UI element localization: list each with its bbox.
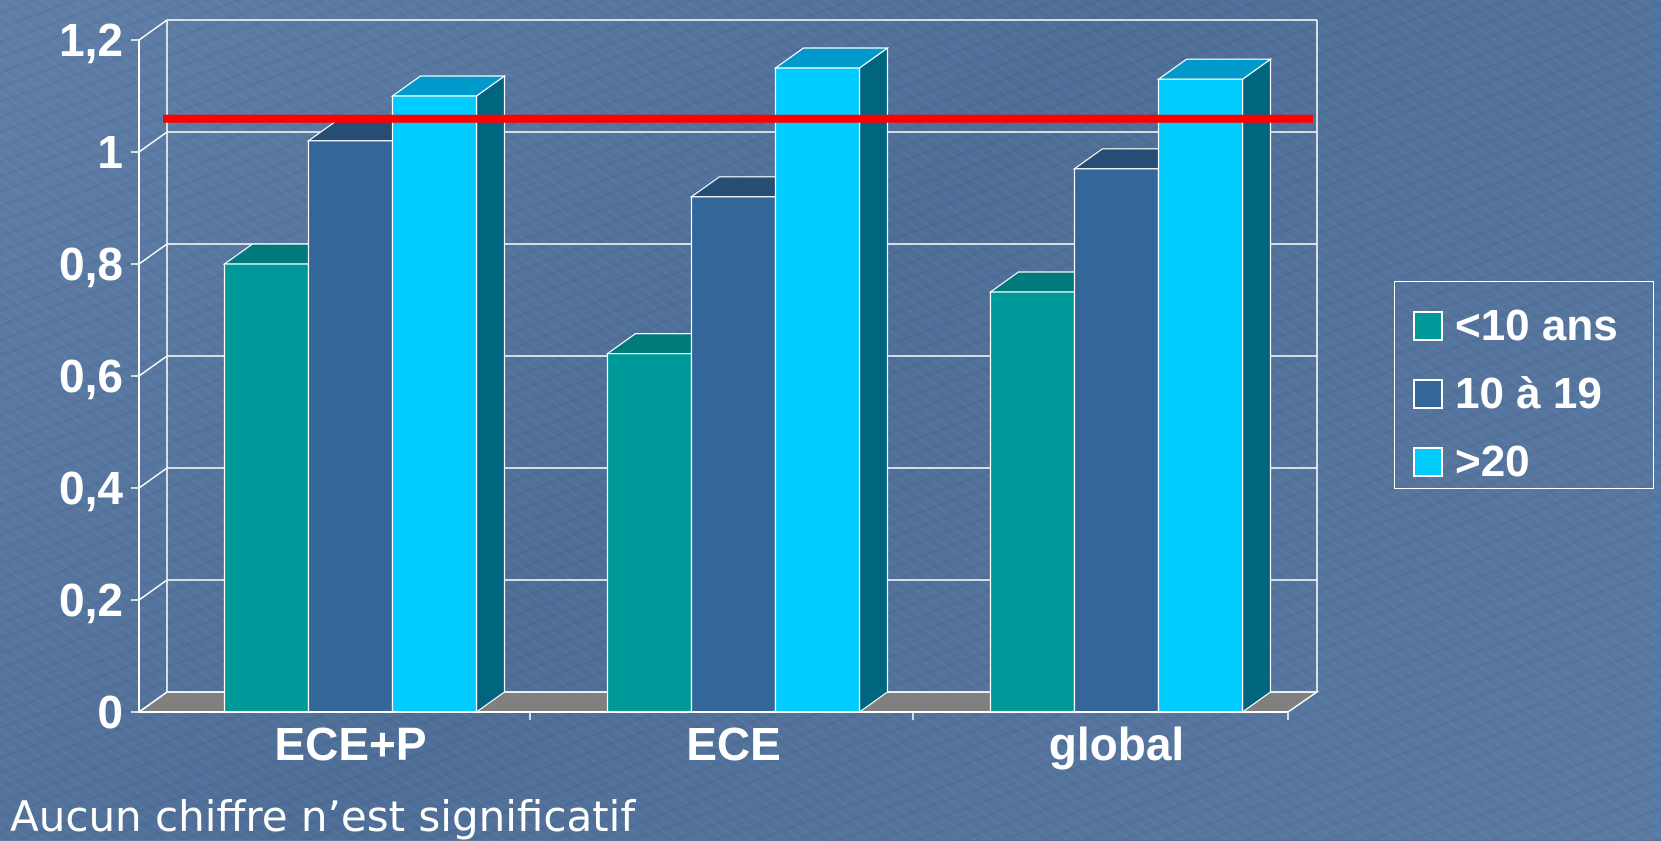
chart-bars xyxy=(222,46,1273,714)
bar-side xyxy=(475,74,506,714)
legend: <10 ans 10 à 19 >20 xyxy=(1394,281,1654,489)
y-axis: 0 0,2 0,4 0,6 0,8 1 1,2 xyxy=(59,14,140,738)
bar xyxy=(223,263,310,713)
y-tick-label: 0,6 xyxy=(59,350,123,402)
bar xyxy=(690,196,777,713)
bar xyxy=(1157,78,1244,713)
legend-label: <10 ans xyxy=(1455,301,1618,350)
bar-side xyxy=(1241,58,1272,714)
legend-swatch xyxy=(1413,311,1443,341)
legend-item: >20 xyxy=(1413,440,1530,484)
x-tick-label: ECE xyxy=(686,718,781,770)
bar-side xyxy=(858,46,889,714)
y-tick-label: 1 xyxy=(97,126,123,178)
bar xyxy=(606,353,693,713)
gridline-side xyxy=(138,19,168,41)
x-tick-label: ECE+P xyxy=(274,718,426,770)
gridline-side xyxy=(138,355,168,377)
legend-label: 10 à 19 xyxy=(1455,369,1602,418)
bar xyxy=(391,95,478,713)
y-tick-label: 0 xyxy=(97,686,123,738)
gridline-side xyxy=(138,243,168,265)
x-tick-label: global xyxy=(1049,718,1184,770)
y-tick-label: 0,2 xyxy=(59,574,123,626)
bar xyxy=(774,67,861,713)
gridline-side xyxy=(138,579,168,601)
legend-item: 10 à 19 xyxy=(1413,372,1602,416)
legend-swatch xyxy=(1413,447,1443,477)
y-tick-label: 0,4 xyxy=(59,462,123,514)
gridline-side xyxy=(138,131,168,153)
legend-swatch xyxy=(1413,379,1443,409)
y-tick-label: 0,8 xyxy=(59,238,123,290)
legend-label: >20 xyxy=(1455,437,1530,486)
footnote: Aucun chiffre n’est significatif xyxy=(10,792,636,841)
gridline-side xyxy=(138,467,168,489)
bar xyxy=(989,291,1076,713)
x-axis: ECE+P ECE global xyxy=(139,711,1289,770)
legend-item: <10 ans xyxy=(1413,304,1618,348)
bar xyxy=(1073,168,1160,713)
y-tick-label: 1,2 xyxy=(59,14,123,66)
bar xyxy=(307,140,394,713)
gridline-side xyxy=(138,691,168,713)
